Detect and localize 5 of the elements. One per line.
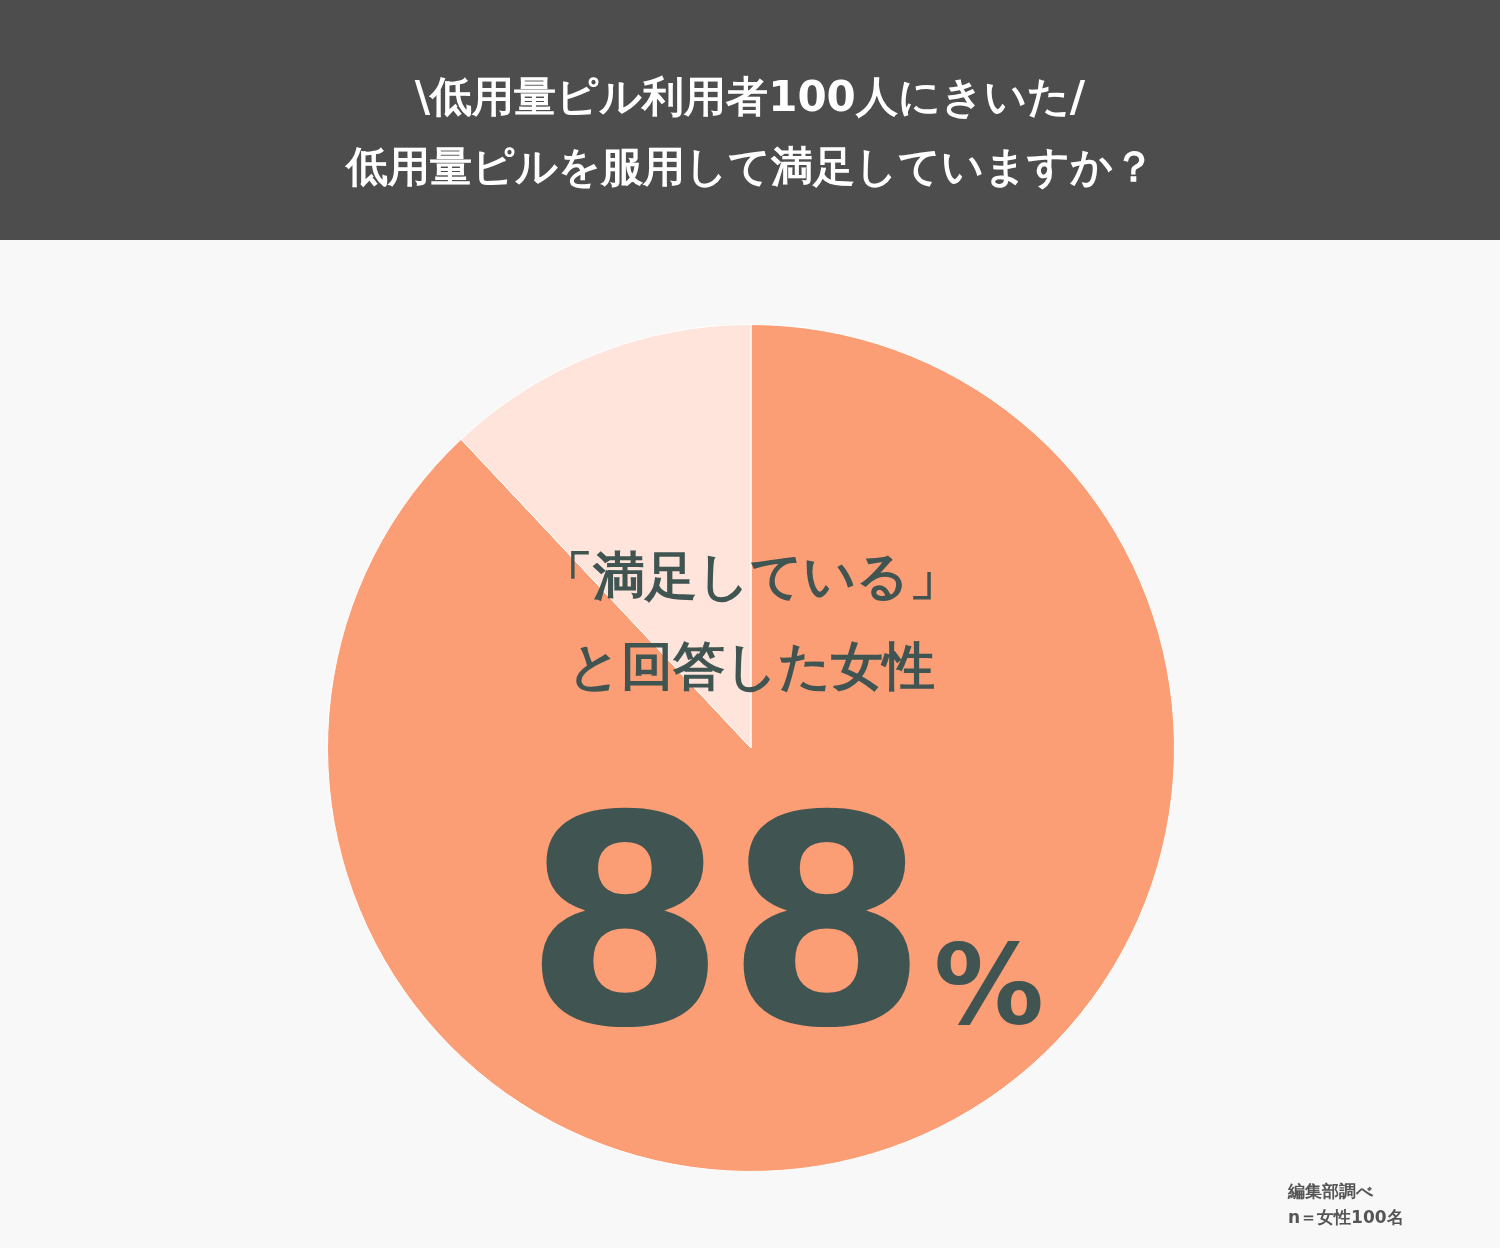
chart-title: \低用量ピル利用者100人にきいた/: [413, 71, 1087, 123]
text: n＝女性100名: [1288, 1206, 1404, 1229]
text: 編集部調べ: [1288, 1180, 1374, 1203]
chart-subtitle: 低用量ピルを服用して満足していますか？: [344, 141, 1156, 193]
data-label: 88%: [524, 754, 1044, 1091]
